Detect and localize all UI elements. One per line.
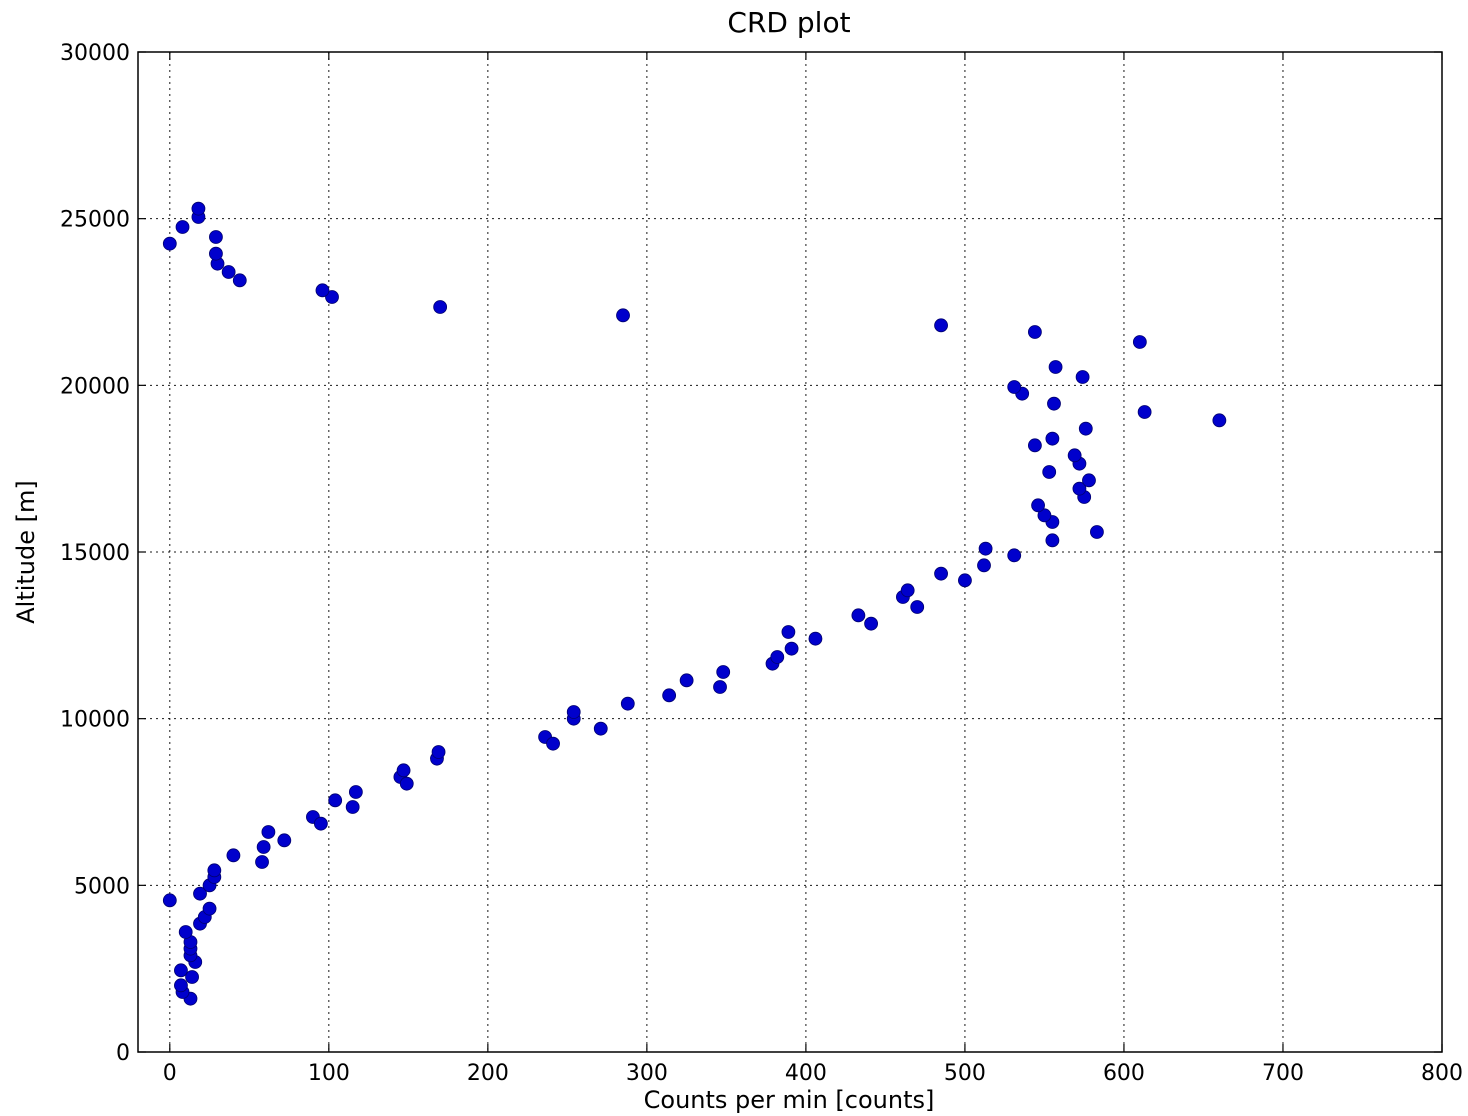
- data-point-0-77: [1075, 370, 1090, 384]
- data-point-0-61: [1037, 508, 1052, 523]
- data-point-0-30: [399, 776, 414, 791]
- data-point-0-66: [1042, 465, 1057, 479]
- data-point-0-17: [207, 863, 222, 878]
- data-point-0-40: [679, 673, 694, 688]
- data-point-0-52: [910, 600, 925, 614]
- data-point-0-83: [433, 300, 448, 314]
- x-tick-label-7: 700: [1262, 1061, 1304, 1086]
- x-tick-label-8: 800: [1421, 1061, 1463, 1086]
- data-point-0-80: [1027, 325, 1042, 339]
- data-point-0-56: [978, 541, 993, 556]
- data-point-0-14: [193, 886, 207, 901]
- x-tick-label-2: 200: [467, 1061, 509, 1086]
- y-tick-label-3: 15000: [60, 541, 130, 566]
- data-point-0-39: [662, 688, 677, 703]
- data-point-0-36: [566, 705, 581, 719]
- data-point-0-49: [864, 616, 879, 631]
- data-point-0-47: [808, 631, 823, 646]
- y-tick-label-0: 0: [116, 1041, 130, 1066]
- data-point-0-55: [977, 558, 991, 573]
- data-point-0-71: [1078, 421, 1093, 436]
- data-point-0-91: [162, 236, 177, 251]
- y-tick-label-1: 5000: [74, 874, 130, 899]
- data-point-0-34: [546, 736, 560, 751]
- y-axis-label: Altitude [m]: [12, 480, 40, 624]
- data-point-0-10: [178, 925, 193, 939]
- data-point-0-82: [616, 308, 630, 323]
- data-point-0-53: [934, 566, 948, 581]
- data-point-0-21: [261, 825, 276, 839]
- data-point-0-51: [900, 583, 915, 598]
- y-tick-label-4: 20000: [60, 374, 130, 399]
- x-tick-label-4: 400: [785, 1061, 827, 1086]
- data-point-0-26: [345, 800, 360, 814]
- data-point-0-27: [348, 785, 363, 799]
- data-point-0-73: [1137, 405, 1152, 419]
- data-point-0-37: [593, 721, 608, 736]
- data-point-0-85: [315, 283, 330, 298]
- plot-area-frame: [137, 51, 1443, 1053]
- data-point-0-42: [716, 665, 731, 679]
- x-tick-label-0: 0: [163, 1061, 177, 1086]
- data-point-0-25: [328, 793, 343, 808]
- data-point-0-90: [209, 230, 223, 244]
- data-point-0-84: [325, 290, 339, 304]
- data-point-0-89: [209, 246, 223, 261]
- data-point-0-62: [1031, 498, 1045, 513]
- data-point-0-18: [226, 848, 241, 863]
- data-point-0-58: [1045, 533, 1060, 548]
- y-tick-labels: 0 5000 10000 15000 20000 25000 30000: [60, 41, 130, 1066]
- data-point-0-22: [277, 833, 292, 848]
- data-point-0-13: [202, 901, 217, 916]
- data-point-0-44: [770, 650, 785, 664]
- data-point-0-19: [255, 855, 269, 869]
- x-tick-label-3: 300: [626, 1061, 668, 1086]
- data-point-0-32: [431, 745, 446, 759]
- data-point-0-45: [781, 625, 796, 639]
- x-tick-label-6: 600: [1103, 1061, 1145, 1086]
- x-tick-label-5: 500: [944, 1061, 986, 1086]
- data-point-0-38: [620, 696, 635, 711]
- data-point-0-24: [313, 816, 328, 831]
- data-point-0-92: [175, 220, 190, 234]
- data-point-0-48: [851, 608, 866, 623]
- data-point-0-0: [162, 893, 177, 908]
- data-point-0-54: [958, 573, 972, 588]
- chart-title: CRD plot: [727, 6, 850, 39]
- data-point-0-3: [174, 978, 188, 993]
- data-point-0-87: [221, 265, 236, 279]
- data-point-0-74: [1047, 396, 1061, 411]
- data-point-0-41: [713, 680, 727, 694]
- x-tick-label-1: 100: [308, 1061, 350, 1086]
- x-tick-labels: 0 100 200 300 400 500 600 700 800: [163, 1061, 1463, 1086]
- data-point-0-65: [1082, 473, 1096, 488]
- data-point-0-69: [1027, 438, 1042, 453]
- data-point-0-78: [1048, 360, 1063, 374]
- data-point-0-81: [934, 318, 948, 333]
- axis-ticks: [138, 51, 1443, 1053]
- data-point-0-46: [784, 641, 799, 656]
- data-point-0-64: [1072, 481, 1087, 496]
- y-tick-label-2: 10000: [60, 708, 130, 733]
- data-point-0-94: [191, 201, 206, 216]
- data-point-0-57: [1007, 548, 1022, 563]
- y-tick-label-6: 30000: [60, 41, 130, 66]
- data-point-0-5: [174, 963, 188, 978]
- data-point-0-29: [396, 763, 411, 778]
- data-point-0-76: [1007, 380, 1022, 394]
- data-point-0-59: [1090, 525, 1104, 539]
- x-axis-label: Counts per min [counts]: [644, 1086, 935, 1114]
- data-point-0-86: [232, 273, 247, 288]
- data-point-0-68: [1067, 448, 1082, 463]
- data-point-0-72: [1212, 413, 1227, 428]
- data-point-0-70: [1045, 431, 1060, 446]
- data-point-0-79: [1132, 335, 1147, 349]
- y-tick-label-5: 25000: [60, 208, 130, 233]
- data-points: [162, 201, 1227, 1006]
- data-point-0-20: [256, 840, 271, 854]
- data-point-0-4: [185, 970, 199, 984]
- grid-lines: [138, 51, 1443, 1053]
